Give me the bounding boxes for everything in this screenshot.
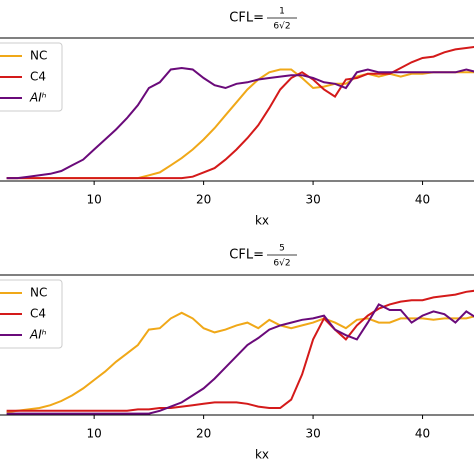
x-tick-label: 20 [196,427,211,441]
series-line [6,68,474,180]
series-line [6,311,474,414]
subplot: 10 20 30 40 kx CFL= 1 6√2 NC C4 AIʰ [0,7,474,228]
x-axis-label: kx [255,448,269,462]
x-tick-label: 10 [87,427,102,441]
legend-label: AIʰ [29,91,47,105]
title-denominator: 6√2 [273,258,290,269]
series-line [6,46,474,180]
series-line [6,289,474,412]
axes-frame [0,37,474,182]
series-line [6,303,474,415]
title-prefix: CFL= [229,248,264,263]
legend-label: NC [30,49,47,63]
x-axis-label: kx [255,214,269,228]
title-denominator: 6√2 [273,21,290,32]
subplot: 10 20 30 40 kx CFL= 5 6√2 NC C4 AIʰ [0,244,474,462]
legend-box [0,279,63,349]
x-tick-label: 30 [305,427,320,441]
series-line [6,66,474,180]
x-tick-label: 20 [196,193,211,207]
legend-label: C4 [30,307,46,321]
x-tick-label: 30 [305,193,320,207]
legend-label: NC [30,286,47,300]
title-numerator: 1 [279,7,285,17]
x-tick-label: 40 [415,427,430,441]
title-numerator: 5 [279,244,285,254]
legend-box [0,42,63,112]
legend-label: AIʰ [29,328,47,342]
x-tick-label: 10 [87,193,102,207]
legend-label: C4 [30,70,46,84]
x-tick-label: 40 [415,193,430,207]
axes-frame [0,274,474,416]
title-prefix: CFL= [229,11,264,26]
